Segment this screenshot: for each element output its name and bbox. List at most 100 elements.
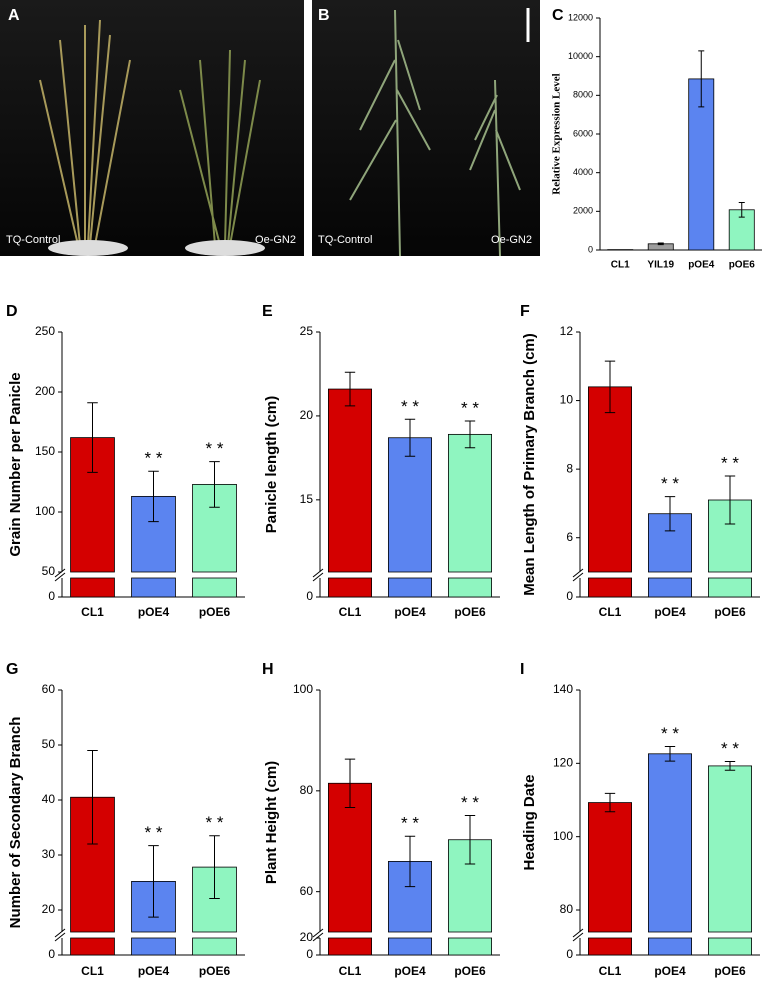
panel-letter: I <box>520 661 524 678</box>
bar-stub <box>388 938 431 955</box>
bar-stub <box>388 578 431 597</box>
axis-break <box>573 573 583 581</box>
photo-label: Oe-GN2 <box>491 234 532 246</box>
y-tick-label: 150 <box>35 444 55 458</box>
y-tick-label: 2000 <box>573 206 593 216</box>
panel-letter: C <box>552 7 564 24</box>
y-tick-label: 10 <box>560 393 574 407</box>
significance-label: * * <box>401 814 419 833</box>
bar-stub <box>448 578 491 597</box>
y-tick-label: 12 <box>560 324 574 338</box>
x-tick-label: CL1 <box>81 964 104 978</box>
significance-label: * * <box>206 439 224 458</box>
significance-label: * * <box>461 793 479 812</box>
axis-break <box>573 929 583 937</box>
x-tick-label: pOE4 <box>394 964 426 978</box>
bar <box>588 803 631 932</box>
bar-stub <box>588 938 631 955</box>
panel-letter: E <box>262 303 273 320</box>
axis-break <box>55 569 65 577</box>
y-tick-label: 100 <box>35 504 55 518</box>
panel-letter: B <box>318 7 330 24</box>
x-tick-label: pOE4 <box>654 605 686 619</box>
bar-stub <box>648 578 691 597</box>
y-tick-label: 50 <box>42 737 56 751</box>
bar <box>328 389 371 572</box>
y-tick-label: 0 <box>48 589 55 603</box>
x-tick-label: YIL19 <box>647 260 674 271</box>
y-tick-label: 4000 <box>573 167 593 177</box>
x-tick-label: pOE6 <box>714 964 746 978</box>
axis-break <box>573 933 583 941</box>
y-axis-label: Plant Height (cm) <box>263 761 280 884</box>
bar <box>708 766 751 932</box>
significance-label: * * <box>661 724 679 743</box>
y-tick-label: 10000 <box>568 51 593 61</box>
bar-stub <box>193 578 237 597</box>
x-tick-label: CL1 <box>339 605 362 619</box>
x-tick-label: pOE4 <box>654 964 686 978</box>
y-tick-label: 0 <box>306 589 313 603</box>
y-tick-label: 0 <box>588 244 593 254</box>
y-tick-label: 250 <box>35 324 55 338</box>
significance-label: * * <box>721 739 739 758</box>
y-tick-label: 40 <box>42 792 56 806</box>
photo-a <box>0 0 304 256</box>
y-tick-label: 30 <box>42 847 56 861</box>
y-tick-label: 80 <box>560 902 574 916</box>
y-axis-label: Relative Expression Level <box>551 73 563 194</box>
x-tick-label: CL1 <box>599 605 622 619</box>
x-tick-label: pOE4 <box>138 605 170 619</box>
y-tick-label: 200 <box>35 384 55 398</box>
significance-label: * * <box>401 397 419 416</box>
x-tick-label: pOE6 <box>454 605 486 619</box>
x-tick-label: CL1 <box>339 964 362 978</box>
y-tick-label: 120 <box>553 756 573 770</box>
x-tick-label: pOE6 <box>714 605 746 619</box>
y-tick-label: 6000 <box>573 128 593 138</box>
bar <box>588 387 631 572</box>
y-axis-label: Grain Number per Panicle <box>7 372 24 556</box>
y-tick-label: 8 <box>566 461 573 475</box>
y-tick-label: 80 <box>300 783 314 797</box>
y-tick-label: 140 <box>553 682 573 696</box>
significance-label: * * <box>661 474 679 493</box>
significance-label: * * <box>721 453 739 472</box>
bar-stub <box>132 578 176 597</box>
y-axis-label: Heading Date <box>521 775 538 871</box>
y-tick-label: 100 <box>553 829 573 843</box>
y-tick-label: 6 <box>566 530 573 544</box>
y-tick-label: 0 <box>566 589 573 603</box>
panel-letter: D <box>6 303 18 320</box>
significance-label: * * <box>145 823 163 842</box>
axis-break <box>313 569 323 577</box>
x-tick-label: CL1 <box>611 260 630 271</box>
y-tick-label: 8000 <box>573 90 593 100</box>
significance-label: * * <box>461 398 479 417</box>
y-tick-label: 20 <box>300 930 314 944</box>
panel-letter: A <box>8 7 20 24</box>
x-tick-label: CL1 <box>81 605 104 619</box>
axis-break <box>313 573 323 581</box>
bar-stub <box>648 938 691 955</box>
photo-label: Oe-GN2 <box>255 234 296 246</box>
y-tick-label: 12000 <box>568 12 593 22</box>
significance-label: * * <box>206 813 224 832</box>
axis-break <box>313 929 323 937</box>
photo-label: TQ-Control <box>6 234 60 246</box>
y-tick-label: 50 <box>42 564 56 578</box>
bar-stub <box>132 938 176 955</box>
bar-stub <box>328 578 371 597</box>
significance-label: * * <box>145 449 163 468</box>
bar-stub <box>708 938 751 955</box>
x-tick-label: pOE4 <box>394 605 426 619</box>
x-tick-label: pOE4 <box>688 260 715 271</box>
axis-break <box>55 933 65 941</box>
x-tick-label: pOE6 <box>454 964 486 978</box>
y-tick-label: 20 <box>300 408 314 422</box>
axis-break <box>55 573 65 581</box>
bar-stub <box>193 938 237 955</box>
y-tick-label: 15 <box>300 492 314 506</box>
x-tick-label: pOE6 <box>199 964 231 978</box>
